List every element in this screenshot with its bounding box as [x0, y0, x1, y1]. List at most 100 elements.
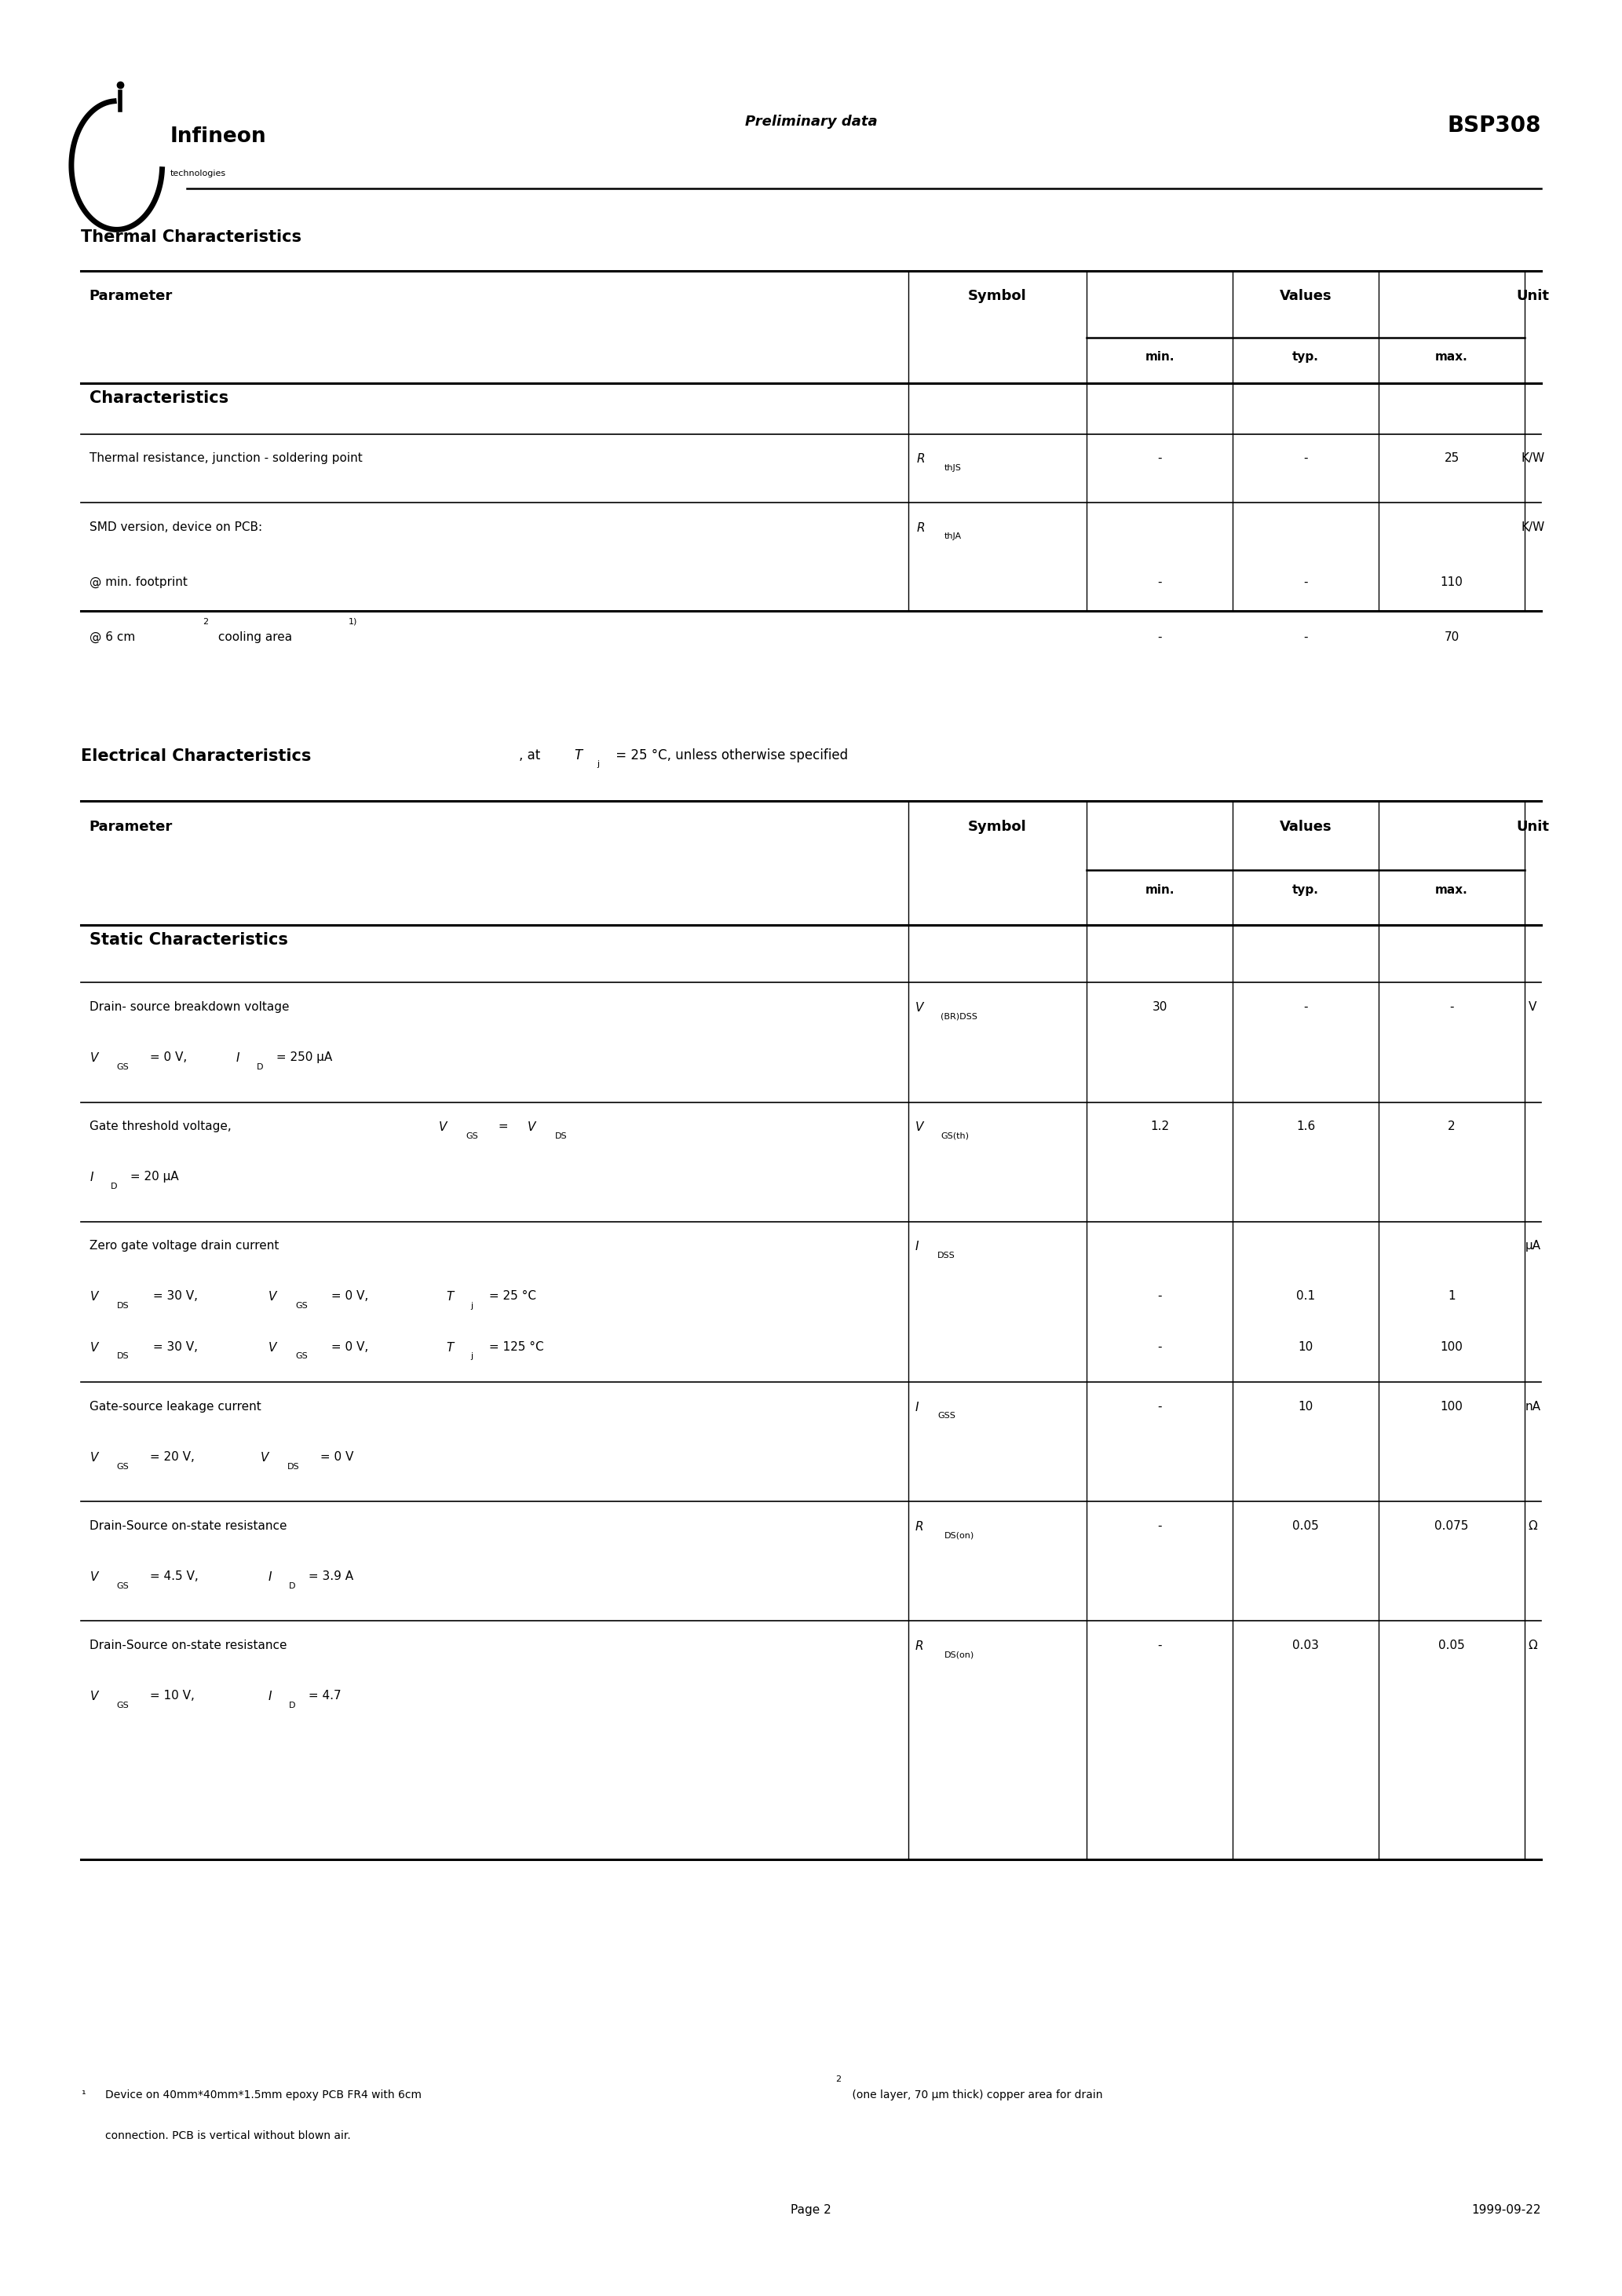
Text: Electrical Characteristics: Electrical Characteristics [81, 748, 311, 765]
Text: max.: max. [1435, 884, 1468, 895]
Text: 70: 70 [1444, 631, 1460, 643]
Text: 0.1: 0.1 [1296, 1290, 1315, 1302]
Text: $V$: $V$ [527, 1120, 537, 1132]
Text: = 10 V,: = 10 V, [146, 1690, 198, 1701]
Text: = 20 V,: = 20 V, [146, 1451, 198, 1463]
Text: $T$: $T$ [574, 748, 584, 762]
Text: μA: μA [1525, 1240, 1541, 1251]
Text: nA: nA [1525, 1401, 1541, 1412]
Text: -: - [1158, 1520, 1161, 1531]
Text: 2: 2 [1448, 1120, 1455, 1132]
Text: j: j [470, 1302, 474, 1309]
Text: 2: 2 [835, 2076, 840, 2082]
Text: $V$: $V$ [89, 1570, 99, 1582]
Text: $V$: $V$ [89, 1690, 99, 1701]
Text: GS: GS [117, 1463, 130, 1469]
Text: $R$: $R$ [916, 521, 925, 533]
Text: -: - [1304, 452, 1307, 464]
Text: $T$: $T$ [446, 1341, 456, 1352]
Text: = 4.5 V,: = 4.5 V, [146, 1570, 203, 1582]
Text: Device on 40mm*40mm*1.5mm epoxy PCB FR4 with 6cm: Device on 40mm*40mm*1.5mm epoxy PCB FR4 … [105, 2089, 422, 2101]
Text: $V$: $V$ [268, 1341, 277, 1352]
Text: Symbol: Symbol [968, 289, 1027, 303]
Text: = 3.9 A: = 3.9 A [305, 1570, 354, 1582]
Text: $V$: $V$ [89, 1290, 99, 1302]
Text: Characteristics: Characteristics [89, 390, 229, 406]
Text: GSS: GSS [938, 1412, 955, 1419]
Text: $V$: $V$ [915, 1001, 925, 1013]
Text: connection. PCB is vertical without blown air.: connection. PCB is vertical without blow… [105, 2131, 350, 2142]
Text: Preliminary data: Preliminary data [744, 115, 878, 129]
Text: $R$: $R$ [916, 452, 925, 464]
Text: $V$: $V$ [89, 1052, 99, 1063]
Text: = 0 V,: = 0 V, [328, 1290, 373, 1302]
Text: 10: 10 [1298, 1341, 1314, 1352]
Text: 100: 100 [1440, 1401, 1463, 1412]
Text: D: D [289, 1582, 295, 1589]
Text: -: - [1158, 1401, 1161, 1412]
Text: $V$: $V$ [89, 1451, 99, 1463]
Text: $R$: $R$ [915, 1520, 923, 1531]
Text: min.: min. [1145, 884, 1174, 895]
Text: j: j [470, 1352, 474, 1359]
Text: -: - [1158, 1639, 1161, 1651]
Text: 0.05: 0.05 [1293, 1520, 1319, 1531]
Text: = 4.7: = 4.7 [305, 1690, 342, 1701]
Text: Parameter: Parameter [89, 289, 172, 303]
Text: $T$: $T$ [446, 1290, 456, 1302]
Text: 110: 110 [1440, 576, 1463, 588]
Text: $I$: $I$ [268, 1570, 272, 1582]
Text: = 0 V,: = 0 V, [146, 1052, 191, 1063]
Text: Gate threshold voltage,: Gate threshold voltage, [89, 1120, 235, 1132]
Text: GS: GS [117, 1582, 130, 1589]
Text: 1: 1 [1448, 1290, 1455, 1302]
Text: Infineon: Infineon [170, 126, 266, 147]
Text: Thermal Characteristics: Thermal Characteristics [81, 230, 302, 246]
Text: = 0 V: = 0 V [316, 1451, 354, 1463]
Text: D: D [289, 1701, 295, 1708]
Text: GS(th): GS(th) [941, 1132, 968, 1139]
Text: DS: DS [555, 1132, 568, 1139]
Text: $R$: $R$ [915, 1639, 923, 1651]
Text: 1): 1) [349, 618, 358, 625]
Text: $V$: $V$ [268, 1290, 277, 1302]
Text: -: - [1158, 1290, 1161, 1302]
Text: $I$: $I$ [915, 1401, 920, 1412]
Text: DS(on): DS(on) [944, 1651, 975, 1658]
Text: K/W: K/W [1521, 452, 1544, 464]
Text: $V$: $V$ [89, 1341, 99, 1352]
Text: BSP308: BSP308 [1447, 115, 1541, 138]
Text: = 125 °C: = 125 °C [485, 1341, 543, 1352]
Text: Parameter: Parameter [89, 820, 172, 833]
Text: 0.075: 0.075 [1435, 1520, 1468, 1531]
Text: 1.6: 1.6 [1296, 1120, 1315, 1132]
Text: = 30 V,: = 30 V, [149, 1341, 201, 1352]
Text: Drain-Source on-state resistance: Drain-Source on-state resistance [89, 1520, 287, 1531]
Text: 2: 2 [203, 618, 208, 625]
Text: (one layer, 70 μm thick) copper area for drain: (one layer, 70 μm thick) copper area for… [848, 2089, 1103, 2101]
Text: thJA: thJA [944, 533, 962, 540]
Text: , at: , at [519, 748, 545, 762]
Text: 10: 10 [1298, 1401, 1314, 1412]
Text: -: - [1450, 1001, 1453, 1013]
Text: GS: GS [117, 1701, 130, 1708]
Text: GS: GS [117, 1063, 130, 1070]
Text: Values: Values [1280, 820, 1332, 833]
Text: D: D [110, 1182, 117, 1189]
Text: Zero gate voltage drain current: Zero gate voltage drain current [89, 1240, 279, 1251]
Text: = 20 μA: = 20 μA [127, 1171, 178, 1182]
Text: GS: GS [466, 1132, 478, 1139]
Text: -: - [1304, 576, 1307, 588]
Text: -: - [1158, 576, 1161, 588]
Text: Page 2: Page 2 [790, 2204, 832, 2216]
Text: Values: Values [1280, 289, 1332, 303]
Text: Drain-Source on-state resistance: Drain-Source on-state resistance [89, 1639, 287, 1651]
Text: -: - [1304, 1001, 1307, 1013]
Text: @ min. footprint: @ min. footprint [89, 576, 187, 588]
Text: $I$: $I$ [89, 1171, 94, 1182]
Text: typ.: typ. [1293, 351, 1319, 363]
Text: GS: GS [295, 1302, 308, 1309]
Text: = 0 V,: = 0 V, [328, 1341, 373, 1352]
Text: = 30 V,: = 30 V, [149, 1290, 201, 1302]
Text: Gate-source leakage current: Gate-source leakage current [89, 1401, 261, 1412]
